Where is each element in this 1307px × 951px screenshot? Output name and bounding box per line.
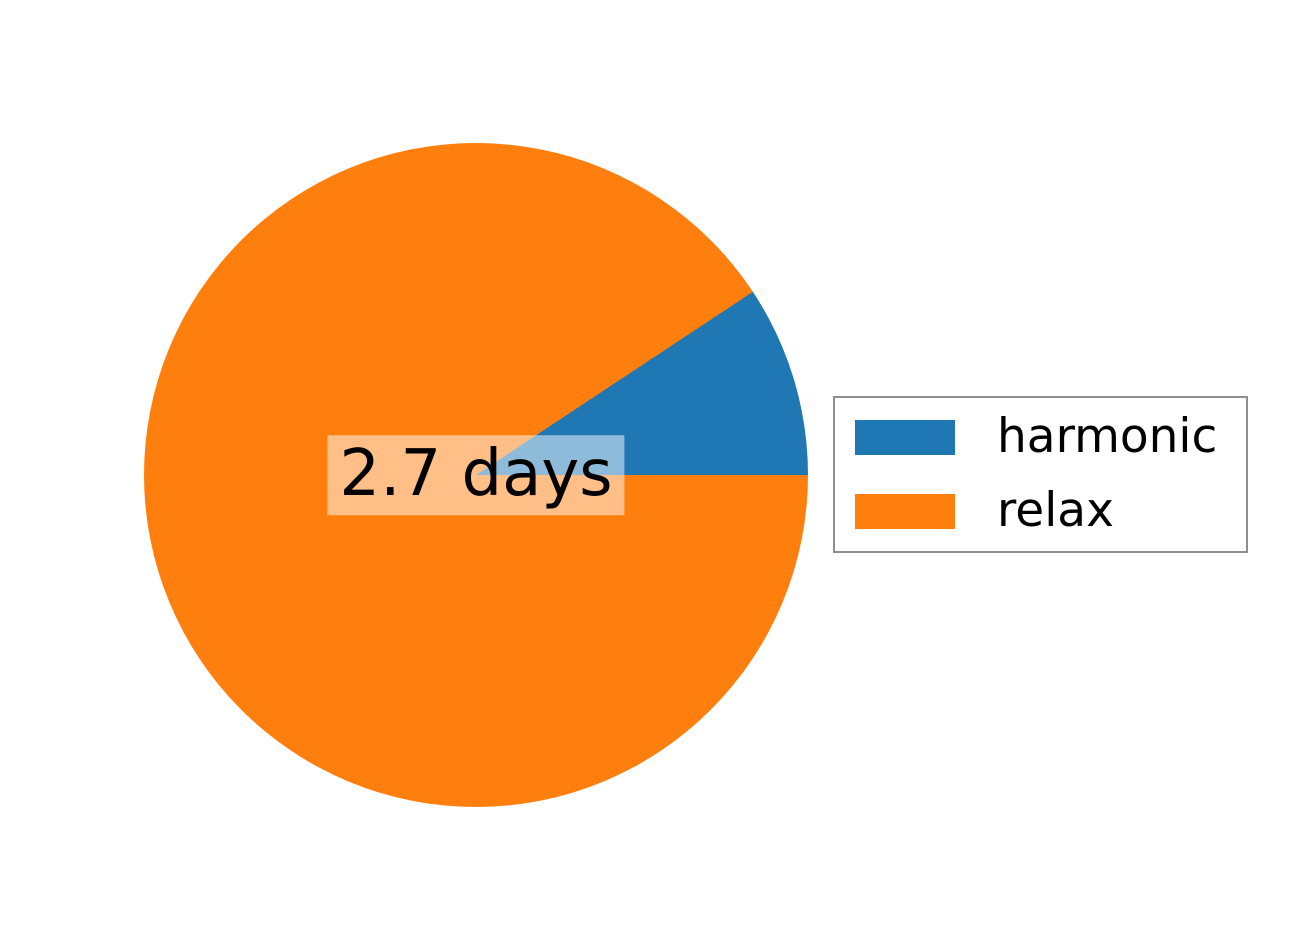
legend-row-harmonic: harmonic [855, 410, 1246, 464]
legend-label-harmonic: harmonic [997, 409, 1218, 464]
legend-swatch [855, 493, 955, 529]
legend-box: harmonic relax [833, 396, 1248, 553]
legend-swatch [855, 419, 955, 455]
legend-label-relax: relax [997, 483, 1114, 538]
legend-row-relax: relax [855, 484, 1246, 538]
pie-center-annotation: 2.7 days [327, 435, 625, 515]
